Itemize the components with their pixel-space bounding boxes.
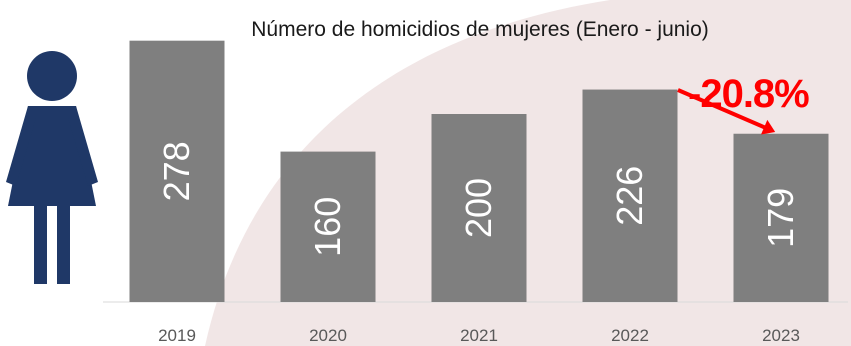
icon-left-arm xyxy=(6,106,36,186)
x-tick-2021: 2021 xyxy=(460,326,498,345)
bar-2021 xyxy=(431,114,527,302)
woman-icon xyxy=(6,51,98,284)
bar-2023 xyxy=(733,133,829,302)
x-tick-2022: 2022 xyxy=(611,326,649,345)
x-tick-2019: 2019 xyxy=(158,326,196,345)
data-label-2019: 278 xyxy=(156,141,197,201)
chart-title: Número de homicidios de mujeres (Enero -… xyxy=(251,18,709,41)
data-label-2021: 200 xyxy=(458,178,499,238)
bar-2022 xyxy=(582,89,678,302)
data-label-2023: 179 xyxy=(760,188,801,248)
bar-2020 xyxy=(280,151,376,302)
trend-arrow xyxy=(677,88,776,135)
x-tick-2020: 2020 xyxy=(309,326,347,345)
bar-2019 xyxy=(129,40,225,303)
icon-left-leg xyxy=(34,204,47,284)
data-label-2020: 160 xyxy=(307,197,348,257)
data-label-2022: 226 xyxy=(609,166,650,226)
icon-right-arm xyxy=(68,106,98,186)
icon-head xyxy=(27,51,77,101)
x-tick-2023: 2023 xyxy=(762,326,800,345)
trend-arrow-shaft xyxy=(677,88,767,130)
bars xyxy=(129,40,829,303)
change-annotation: -20.8% xyxy=(688,72,810,116)
icon-right-leg xyxy=(57,204,70,284)
trend-arrow-head xyxy=(760,119,776,135)
data-labels: 278 160 200 226 179 xyxy=(156,141,801,257)
x-tick-labels: 2019 2020 2021 2022 2023 xyxy=(158,326,800,345)
